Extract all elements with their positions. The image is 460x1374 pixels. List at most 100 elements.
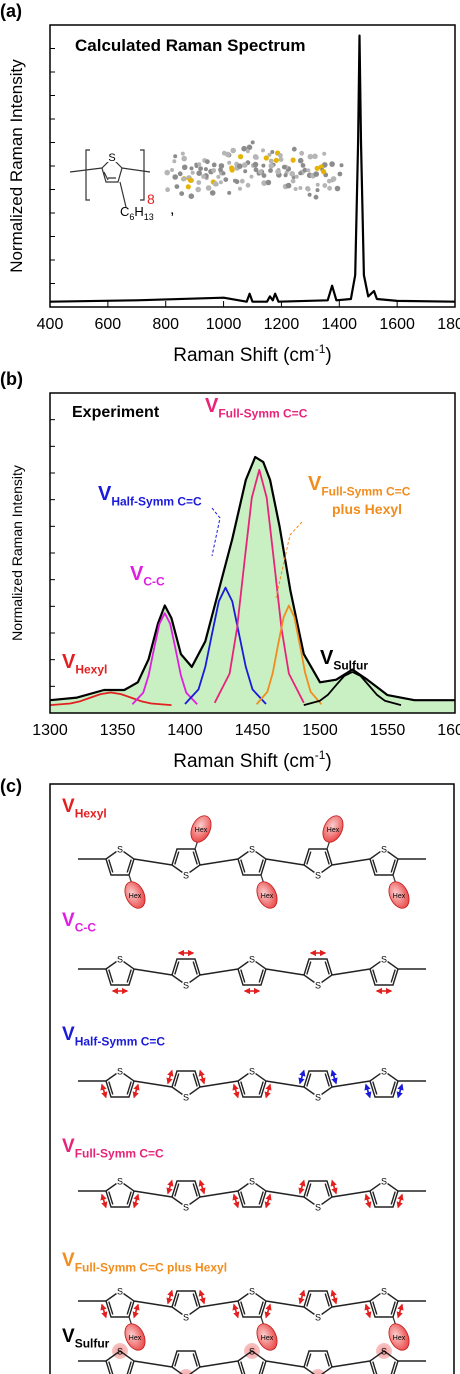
motion-arrow (266, 1305, 270, 1318)
atom (175, 184, 180, 189)
group-label: Hex (129, 893, 142, 900)
atom (291, 179, 296, 184)
annotation: VFull-Symm C=C plus Hexyl (62, 1250, 227, 1274)
atom (165, 187, 170, 192)
group-label: Hex (129, 1335, 142, 1342)
page: (a)Calculated Raman Spectrum400600800100… (0, 0, 460, 1374)
atom-label: S (315, 981, 321, 991)
x-tick-label: 1000 (206, 316, 242, 333)
atom-label: S (117, 845, 123, 855)
chart-title: Calculated Raman Spectrum (75, 36, 306, 55)
group-label: Hex (261, 1335, 274, 1342)
group-label: Hex (327, 827, 340, 834)
atom (294, 187, 298, 191)
atom (246, 149, 250, 153)
x-tick-label: 800 (152, 316, 179, 333)
motion-arrow (332, 1071, 336, 1084)
motion-arrow (300, 1181, 304, 1194)
motion-arrow (332, 1181, 336, 1194)
atom (186, 184, 191, 189)
atom-label: S (108, 152, 115, 164)
atom (246, 183, 251, 188)
motion-arrow (398, 1305, 402, 1318)
motion-arrow (200, 1071, 204, 1084)
atom (284, 173, 288, 177)
atom (237, 163, 243, 169)
atom (198, 166, 203, 171)
atom (173, 154, 177, 158)
annotation: VSulfur (320, 647, 368, 673)
atom-label: S (249, 1347, 255, 1357)
motion-arrow (102, 1085, 106, 1098)
motion-arrow (234, 1195, 238, 1208)
x-tick-label: 1800 (437, 316, 460, 333)
atom (240, 179, 245, 184)
atom (238, 154, 243, 159)
atom (338, 172, 343, 177)
atom (196, 180, 201, 185)
atom (327, 179, 332, 184)
x-axis-label-text: Raman Shift (cm (173, 345, 314, 366)
annotation: VHexyl (62, 796, 107, 820)
annotation-sub: Half-Symm C=C (111, 495, 202, 509)
motion-arrow (266, 1085, 270, 1098)
atom (282, 165, 287, 170)
separator: , (170, 201, 174, 218)
atom (322, 183, 327, 188)
atom-label: S (249, 845, 255, 855)
series-label: Experiment (72, 404, 160, 421)
atom-label: S (315, 1093, 321, 1103)
atom-label: S (381, 1287, 387, 1297)
motion-arrow (398, 1195, 402, 1208)
atom (216, 175, 220, 179)
x-tick-label: 1400 (167, 722, 203, 739)
atom (212, 163, 217, 168)
atom (314, 195, 319, 200)
annotation-main: V (62, 1326, 75, 1347)
atom-label: S (183, 1313, 189, 1323)
atom (238, 187, 242, 191)
annotation-sub: Full-Symm C=C (218, 407, 307, 421)
atom (181, 152, 185, 156)
line (50, 36, 455, 302)
atom-label: S (183, 1093, 189, 1103)
atom (204, 167, 208, 171)
atom (164, 170, 170, 176)
x-tick-label: 400 (37, 316, 64, 333)
atom (190, 166, 194, 170)
x-tick-label: 1550 (370, 722, 406, 739)
atom (316, 183, 320, 187)
atom (299, 151, 304, 156)
atom (188, 178, 193, 183)
annotation: VC-C (62, 910, 96, 934)
atom-label: S (315, 1203, 321, 1213)
atom-label: S (183, 981, 189, 991)
atom (262, 173, 267, 178)
annotation-sub: Full-Symm C=C plus Hexyl (75, 1260, 227, 1274)
x-axis-label: Raman Shift (cm-1) (173, 342, 331, 366)
atom (172, 159, 176, 163)
x-axis-label-text: Raman Shift (cm (173, 751, 314, 772)
annotation: VFull-Symm C=C (205, 395, 308, 421)
atom (298, 158, 304, 164)
bond (70, 168, 150, 207)
annotation-main: V (320, 647, 334, 669)
x-tick-label: 1500 (302, 722, 338, 739)
atom (253, 162, 259, 168)
atom (250, 175, 254, 179)
group-label: Hex (393, 893, 406, 900)
atom (196, 170, 202, 176)
atom (223, 177, 228, 182)
x-tick-label: 1600 (379, 316, 415, 333)
x-tick-label: 1300 (32, 722, 68, 739)
annotation-sub: Sulfur (333, 659, 368, 673)
atom (261, 164, 265, 168)
atom (219, 163, 225, 169)
atom (279, 157, 284, 162)
atom (243, 169, 247, 173)
annotation: VC-C (130, 563, 165, 589)
x-tick-label: 1450 (235, 722, 271, 739)
atom-label: S (381, 1067, 387, 1077)
annotation-main: V (308, 473, 322, 495)
atom (261, 148, 265, 152)
